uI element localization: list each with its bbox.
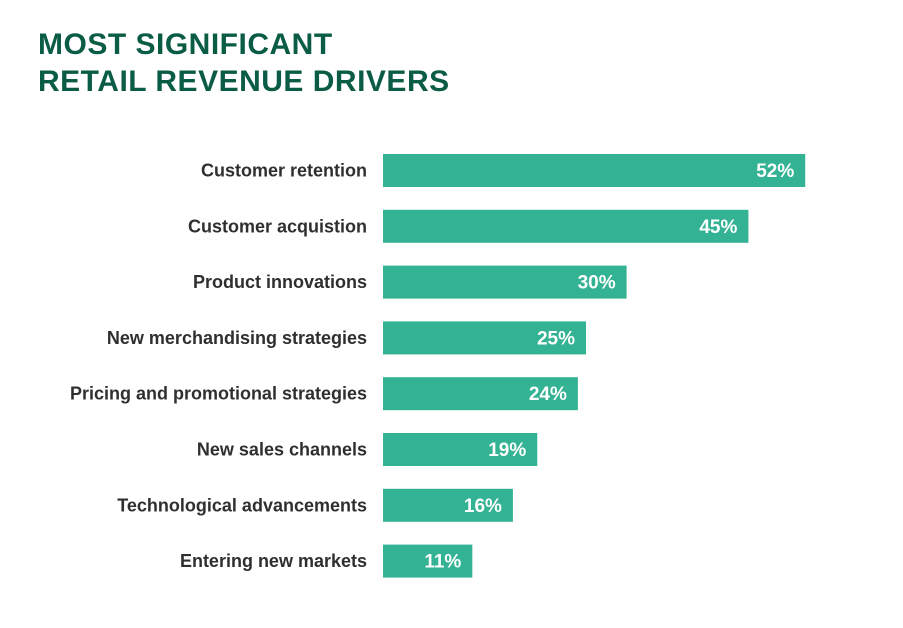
- value-label-7: 16%: [464, 496, 502, 517]
- bar-3: [383, 265, 627, 299]
- value-label-1: 52%: [756, 161, 794, 182]
- chart-title: MOST SIGNIFICANT RETAIL REVENUE DRIVERS: [38, 26, 450, 100]
- bar-1: [383, 154, 806, 187]
- category-label-2: Customer acquistion: [188, 216, 367, 236]
- category-label-7: Technological advancements: [117, 495, 367, 515]
- bar-5: [383, 377, 578, 411]
- value-label-2: 45%: [699, 217, 737, 238]
- bar-8: [383, 544, 473, 578]
- bar-2: [383, 209, 749, 243]
- value-label-4: 25%: [537, 328, 575, 349]
- value-label-3: 30%: [578, 273, 616, 294]
- bar-6: [383, 433, 538, 466]
- category-label-6: New sales channels: [197, 440, 367, 460]
- category-label-1: Customer retention: [201, 161, 367, 181]
- bar-4: [383, 321, 586, 355]
- value-label-8: 11%: [424, 552, 461, 573]
- bar-7: [383, 488, 513, 522]
- category-label-8: Entering new markets: [180, 551, 367, 571]
- chart-title-line-1: MOST SIGNIFICANT: [38, 28, 333, 61]
- category-label-3: Product innovations: [193, 272, 367, 292]
- category-label-5: Pricing and promotional strategies: [70, 384, 367, 404]
- chart-title-line-2: RETAIL REVENUE DRIVERS: [38, 65, 450, 98]
- value-label-6: 19%: [488, 440, 526, 461]
- category-label-4: New merchandising strategies: [107, 328, 367, 348]
- value-label-5: 24%: [529, 384, 567, 405]
